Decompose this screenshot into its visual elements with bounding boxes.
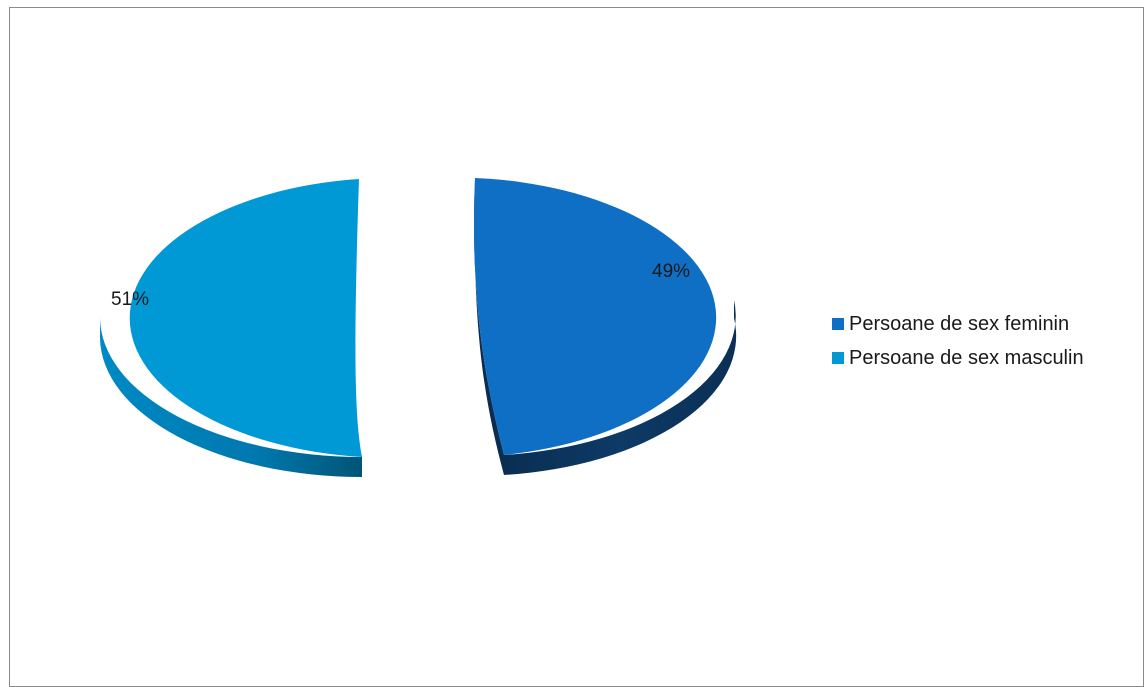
data-label-female: 49%: [652, 261, 690, 282]
legend-swatch-male: [832, 352, 844, 364]
legend-label-female: Persoane de sex feminin: [849, 312, 1070, 335]
pie-chart: 49% 51%: [100, 178, 737, 477]
slice-female: [474, 178, 717, 455]
slice-female-cut-face: [474, 178, 504, 475]
slice-male: [129, 179, 362, 457]
legend: Persoane de sex feminin Persoane de sex …: [832, 310, 1084, 378]
legend-item-female: Persoane de sex feminin: [832, 310, 1084, 338]
legend-swatch-female: [832, 318, 844, 330]
data-label-male: 51%: [111, 289, 149, 310]
legend-item-male: Persoane de sex masculin: [832, 344, 1084, 372]
slice-side-male: [100, 318, 362, 477]
slice-side-female: [504, 300, 737, 475]
legend-label-male: Persoane de sex masculin: [849, 346, 1084, 369]
